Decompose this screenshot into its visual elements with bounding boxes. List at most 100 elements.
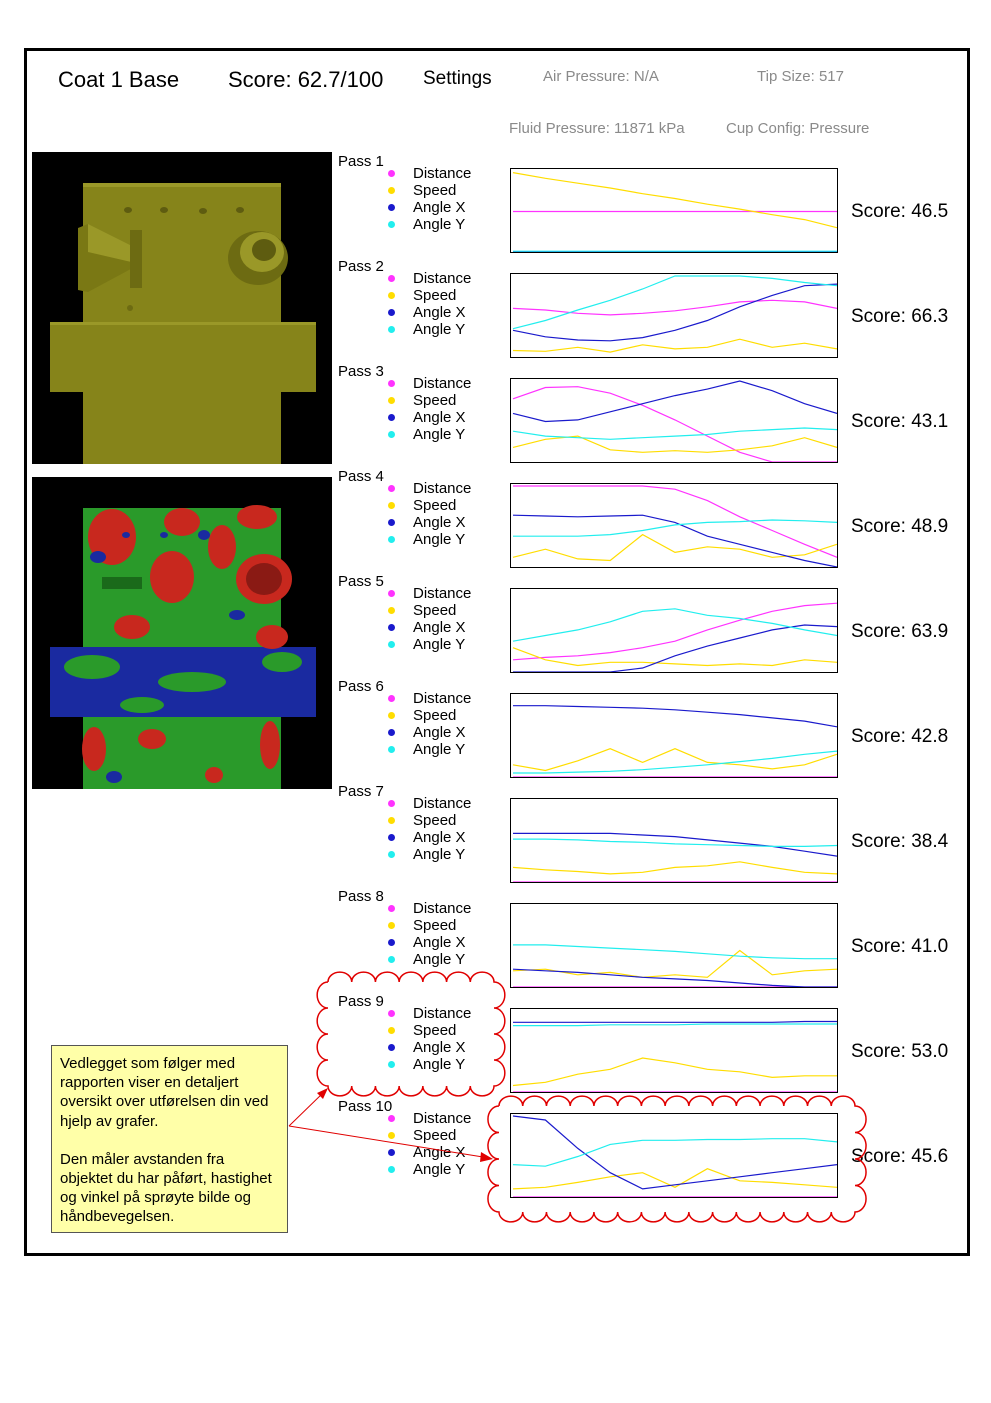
legend-dot-icon — [388, 590, 395, 597]
legend-item-angle-y: Angle Y — [388, 216, 465, 233]
legend-label: Distance — [413, 1110, 472, 1127]
series-line-angle-y — [513, 944, 837, 960]
legend-label: Distance — [413, 795, 472, 812]
fluid-pressure: Fluid Pressure: 11871 kPa — [509, 120, 685, 137]
legend-dot-icon — [388, 536, 395, 543]
legend-item-angle-y: Angle Y — [388, 321, 465, 338]
series-line-speed — [512, 338, 837, 353]
pass-label: Pass 8 — [338, 888, 384, 905]
legend-dot-icon — [388, 1149, 395, 1156]
series-line-angle-x — [512, 514, 837, 567]
pass-chart-svg — [512, 380, 837, 462]
series-line-speed — [512, 172, 837, 229]
settings-heading: Settings — [423, 68, 492, 89]
pass-score: Score: 48.9 — [851, 516, 949, 537]
series-line-distance — [512, 386, 837, 462]
legend-item-angle-y: Angle Y — [388, 636, 465, 653]
series-line-distance — [512, 602, 837, 661]
legend-label: Angle Y — [413, 741, 466, 758]
legend-dot-icon — [388, 502, 395, 509]
legend-label: Angle Y — [413, 426, 466, 443]
series-line-angle-y — [513, 519, 837, 537]
legend-item-angle-x: Angle X — [388, 829, 466, 846]
series-line-speed — [512, 1168, 837, 1190]
pass-score: Score: 46.5 — [851, 201, 949, 222]
cup-config: Cup Config: Pressure — [726, 120, 870, 137]
series-line-angle-x — [512, 380, 837, 423]
legend-dot-icon — [388, 431, 395, 438]
note-paragraph-2: Den måler avstanden fra objektet du har … — [60, 1150, 272, 1226]
series-line-angle-x — [513, 705, 837, 728]
legend-item-distance: Distance — [388, 1110, 472, 1127]
pass-label: Pass 7 — [338, 783, 384, 800]
pass-chart-svg — [512, 1115, 837, 1197]
legend-dot-icon — [388, 187, 395, 194]
legend-item-speed: Speed — [388, 602, 456, 619]
pass-chart-svg — [512, 275, 837, 353]
legend-label: Speed — [413, 392, 457, 409]
legend-dot-icon — [388, 414, 395, 421]
coverage-heatmap-image — [32, 477, 332, 789]
coat-title: Coat 1 Base — [58, 67, 180, 92]
legend-label: Speed — [413, 1022, 457, 1039]
pass-label: Pass 6 — [338, 678, 384, 695]
legend-dot-icon — [388, 1027, 395, 1034]
legend-dot-icon — [388, 380, 395, 387]
legend-label: Angle Y — [413, 846, 466, 863]
legend-item-angle-y: Angle Y — [388, 741, 466, 758]
air-pressure: Air Pressure: N/A — [543, 68, 659, 85]
legend-item-angle-x: Angle X — [388, 1039, 466, 1056]
legend-item-speed: Speed — [388, 392, 457, 409]
legend-label: Speed — [413, 497, 457, 514]
legend-dot-icon — [388, 170, 395, 177]
legend-item-angle-y: Angle Y — [388, 531, 466, 548]
series-line-angle-y — [512, 1138, 837, 1167]
pass-label: Pass 5 — [338, 573, 384, 590]
legend-dot-icon — [388, 292, 395, 299]
legend-dot-icon — [388, 939, 395, 946]
legend-item-angle-x: Angle X — [388, 724, 466, 741]
legend-label: Angle Y — [413, 1056, 466, 1073]
series-line-angle-x — [513, 624, 837, 672]
series-line-angle-y — [512, 275, 837, 330]
legend-label: Angle Y — [413, 531, 466, 548]
legend-dot-icon — [388, 834, 395, 841]
pass-label: Pass 10 — [338, 1098, 393, 1115]
legend-item-angle-y: Angle Y — [388, 1161, 466, 1178]
pass-label: Pass 1 — [338, 153, 384, 170]
series-line-speed — [512, 435, 837, 453]
legend-label: Distance — [413, 480, 472, 497]
series-line-angle-x — [512, 283, 837, 342]
legend-item-distance: Distance — [388, 270, 472, 287]
legend-dot-icon — [388, 607, 395, 614]
pass-label: Pass 9 — [338, 993, 384, 1010]
legend-item-distance: Distance — [388, 375, 471, 392]
legend-dot-icon — [388, 309, 395, 316]
series-line-angle-y — [513, 838, 837, 848]
legend-item-distance: Distance — [388, 1005, 471, 1022]
series-line-speed — [512, 861, 837, 875]
tip-size: Tip Size: 517 — [757, 68, 844, 85]
legend-dot-icon — [388, 695, 395, 702]
series-line-speed — [512, 949, 837, 978]
legend-item-angle-x: Angle X — [388, 409, 466, 426]
legend-label: Angle Y — [413, 1161, 466, 1178]
legend-label: Speed — [413, 1127, 457, 1144]
pass-chart-svg — [512, 1020, 837, 1092]
legend-label: Speed — [413, 182, 457, 199]
series-line-angle-y — [513, 750, 837, 774]
legend-item-speed: Speed — [388, 707, 456, 724]
legend-dot-icon — [388, 1010, 395, 1017]
legend-label: Distance — [413, 585, 472, 602]
pass-label: Pass 2 — [338, 258, 384, 275]
pass-chart — [510, 588, 838, 673]
pass-chart-svg — [512, 944, 837, 987]
legend-item-angle-x: Angle X — [388, 1144, 466, 1161]
legend-dot-icon — [388, 1115, 395, 1122]
explanation-note: Vedlegget som følger med rapporten viser… — [51, 1045, 288, 1233]
legend-item-angle-y: Angle Y — [388, 1056, 466, 1073]
legend-item-angle-y: Angle Y — [388, 951, 465, 968]
legend-label: Distance — [413, 270, 472, 287]
note-paragraph-1: Vedlegget som følger med rapporten viser… — [60, 1055, 269, 1130]
legend-item-angle-x: Angle X — [388, 304, 466, 321]
